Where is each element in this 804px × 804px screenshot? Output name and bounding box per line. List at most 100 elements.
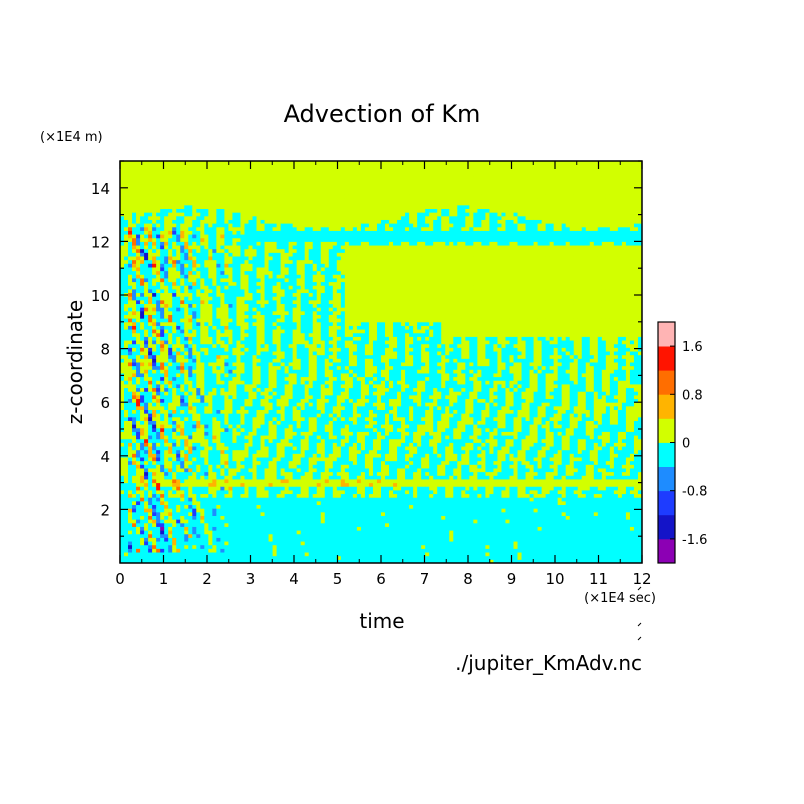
heatmap-cell	[276, 427, 282, 432]
heatmap-cell	[232, 226, 237, 231]
heatmap-cell	[200, 161, 205, 166]
heatmap-cell	[252, 435, 258, 440]
heatmap-cell	[240, 442, 245, 447]
heatmap-cell	[152, 442, 157, 447]
heatmap-cell	[244, 171, 249, 177]
heatmap-cell	[132, 164, 137, 169]
heatmap-cell	[172, 555, 177, 560]
heatmap-cell	[252, 321, 258, 326]
heatmap-cell	[196, 292, 201, 297]
heatmap-cell	[292, 548, 298, 553]
heatmap-cell	[212, 394, 217, 400]
heatmap-cell	[284, 504, 290, 509]
heatmap-cell	[220, 449, 225, 454]
heatmap-cell	[240, 504, 245, 509]
heatmap-cell	[140, 215, 145, 220]
heatmap-cell	[184, 256, 189, 261]
heatmap-cell	[192, 310, 197, 315]
heatmap-cell	[176, 318, 181, 323]
heatmap-cell	[188, 511, 193, 516]
heatmap-cell	[268, 537, 274, 542]
heatmap-cell	[172, 285, 177, 290]
heatmap-cell	[176, 467, 181, 473]
heatmap-cell	[172, 226, 177, 231]
heatmap-cell	[148, 310, 153, 315]
heatmap-cell	[124, 442, 129, 447]
heatmap-cell	[296, 504, 302, 509]
heatmap-cell	[212, 413, 217, 418]
heatmap-cell	[160, 427, 165, 432]
heatmap-cell	[192, 336, 197, 341]
heatmap-cell	[248, 351, 254, 356]
heatmap-cell	[180, 219, 185, 224]
heatmap-cell	[156, 427, 161, 432]
heatmap-cell	[128, 226, 133, 231]
heatmap-cell	[168, 530, 173, 535]
heatmap-cell	[188, 376, 193, 381]
heatmap-cell	[264, 460, 270, 465]
heatmap-cell	[288, 372, 294, 378]
heatmap-cell	[232, 303, 237, 308]
heatmap-cell	[264, 351, 270, 356]
heatmap-cell	[204, 446, 209, 451]
heatmap-cell	[184, 168, 189, 173]
heatmap-cell	[160, 168, 165, 173]
heatmap-cell	[196, 372, 201, 378]
heatmap-cell	[196, 274, 201, 279]
heatmap-cell	[156, 552, 161, 557]
heatmap-cell	[148, 555, 153, 560]
heatmap-cell	[252, 438, 258, 443]
heatmap-cell	[280, 340, 286, 345]
heatmap-cell	[204, 380, 209, 385]
heatmap-cell	[160, 522, 165, 527]
heatmap-cell	[216, 318, 221, 323]
heatmap-cell	[168, 504, 173, 509]
heatmap-cell	[244, 270, 249, 275]
heatmap-cell	[180, 467, 185, 473]
heatmap-cell	[288, 303, 294, 308]
heatmap-cell	[144, 541, 149, 546]
heatmap-cell	[136, 398, 141, 403]
heatmap-cell	[220, 351, 225, 356]
heatmap-cell	[296, 223, 302, 228]
heatmap-cell	[180, 438, 185, 443]
heatmap-cell	[132, 351, 137, 356]
heatmap-cell	[272, 303, 278, 308]
heatmap-cell	[260, 332, 266, 337]
heatmap-cell	[244, 413, 249, 418]
heatmap-cell	[240, 391, 245, 396]
heatmap-cell	[272, 223, 278, 228]
heatmap-cell	[224, 351, 229, 356]
heatmap-cell	[296, 489, 302, 495]
heatmap-cell	[184, 219, 189, 224]
heatmap-cell	[212, 467, 217, 473]
heatmap-cell	[184, 358, 189, 363]
heatmap-cell	[164, 296, 169, 301]
heatmap-cell	[220, 482, 225, 487]
heatmap-cell	[136, 314, 141, 319]
heatmap-cell	[124, 263, 129, 268]
heatmap-cell	[176, 340, 181, 345]
heatmap-cell	[220, 394, 225, 400]
heatmap-cell	[300, 530, 306, 535]
heatmap-cell	[240, 431, 245, 436]
heatmap-cell	[212, 369, 217, 374]
heatmap-cell	[256, 530, 262, 535]
heatmap-cell	[240, 383, 245, 389]
heatmap-cell	[148, 274, 153, 279]
heatmap-cell	[292, 208, 298, 213]
heatmap-cell	[192, 314, 197, 319]
heatmap-cell	[160, 478, 165, 484]
heatmap-cell	[288, 449, 294, 454]
heatmap-cell	[252, 226, 258, 231]
heatmap-cell	[248, 325, 254, 330]
heatmap-cell	[276, 537, 282, 542]
heatmap-cell	[124, 168, 129, 173]
heatmap-cell	[140, 511, 145, 516]
heatmap-cell	[268, 164, 274, 169]
heatmap-cell	[196, 223, 201, 228]
heatmap-cell	[128, 394, 133, 400]
heatmap-cell	[276, 522, 282, 527]
heatmap-cell	[172, 544, 177, 549]
heatmap-cell	[248, 515, 254, 520]
